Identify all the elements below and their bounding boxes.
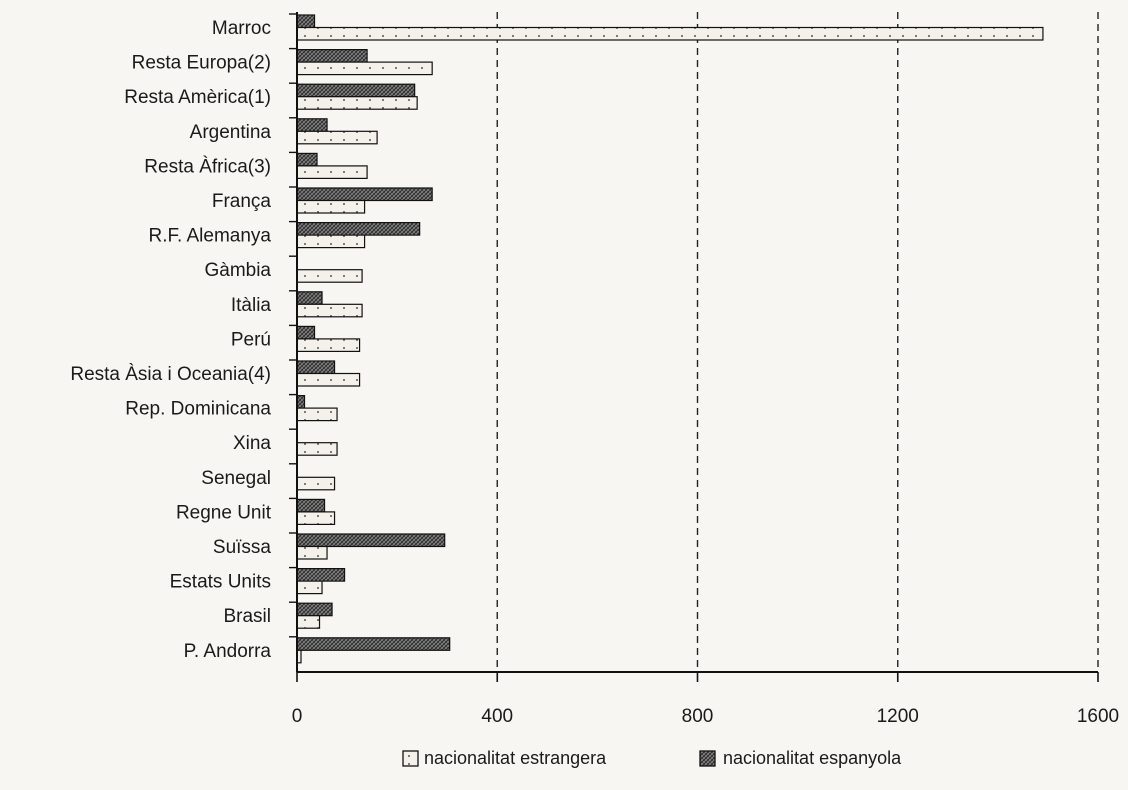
- category-label: R.F. Alemanya: [149, 226, 272, 247]
- bar-estrangera-9: [296, 338, 361, 352]
- x-tick-labels: 0 400 800 1200 1600: [292, 706, 1119, 727]
- bar-estrangera-8: [296, 303, 363, 318]
- bar-espanyola-18: [296, 637, 451, 651]
- legend-label-estrangera: nacionalitat estrangera: [424, 748, 607, 768]
- category-label: Resta Àsia i Oceania(4): [70, 364, 271, 385]
- category-label: Xina: [233, 433, 271, 454]
- category-label: Brasil: [223, 606, 271, 627]
- bar-espanyola-14: [296, 498, 326, 513]
- category-label: Marroc: [212, 18, 271, 39]
- bar-espanyola-9: [296, 325, 316, 340]
- bar-estrangera-11: [296, 407, 338, 422]
- legend-swatch-estrangera: [402, 750, 419, 767]
- bar-estrangera-17: [296, 615, 321, 629]
- x-tick-label: 0: [292, 706, 303, 727]
- category-label: França: [212, 191, 272, 212]
- bar-estrangera-0: [296, 26, 1044, 41]
- legend: nacionalitat estrangera nacionalitat espa…: [402, 748, 902, 768]
- x-tick-label: 1200: [877, 706, 919, 727]
- bar-espanyola-15: [296, 533, 446, 548]
- x-tick-label: 1600: [1077, 706, 1119, 727]
- category-label: Argentina: [190, 122, 272, 143]
- bars: [296, 14, 1044, 664]
- bar-estrangera-12: [296, 442, 338, 456]
- category-labels: Marroc Resta Europa(2) Resta Amèrica(1) Arg…: [70, 18, 271, 662]
- bar-espanyola-2: [296, 83, 416, 98]
- bar-estrangera-3: [296, 130, 378, 145]
- category-label: Rep. Dominicana: [125, 399, 271, 420]
- bar-espanyola-5: [296, 187, 433, 202]
- category-label: Resta Àfrica(3): [144, 156, 271, 177]
- bar-espanyola-6: [296, 222, 421, 236]
- bar-espanyola-8: [296, 291, 323, 305]
- category-label: Resta Europa(2): [132, 53, 271, 74]
- legend-label-espanyola: nacionalitat espanyola: [723, 748, 902, 768]
- bar-espanyola-4: [296, 152, 318, 167]
- category-label: Itàlia: [231, 295, 272, 316]
- bar-estrangera-13: [296, 476, 336, 491]
- bar-estrangera-4: [296, 165, 368, 179]
- bar-espanyola-17: [296, 602, 333, 617]
- legend-swatch-espanyola: [699, 750, 716, 767]
- axes: [289, 12, 1099, 682]
- bar-espanyola-3: [296, 118, 328, 132]
- grid-lines: [496, 12, 1099, 672]
- bar-estrangera-2: [296, 96, 418, 110]
- category-label: P. Andorra: [184, 641, 272, 662]
- bar-estrangera-14: [296, 511, 336, 525]
- bar-estrangera-7: [296, 269, 363, 283]
- bar-espanyola-1: [296, 48, 368, 63]
- category-label: Estats Units: [170, 572, 271, 593]
- category-label: Suïssa: [213, 537, 272, 558]
- x-tick-label: 400: [481, 706, 513, 727]
- category-label: Gàmbia: [204, 260, 271, 281]
- category-label: Senegal: [201, 468, 271, 489]
- category-label: Regne Unit: [176, 502, 272, 523]
- bar-espanyola-16: [296, 567, 346, 582]
- bar-espanyola-10: [296, 360, 336, 375]
- bar-estrangera-6: [296, 234, 366, 249]
- bar-estrangera-10: [296, 372, 361, 387]
- category-label: Perú: [231, 329, 271, 350]
- bar-estrangera-15: [296, 545, 328, 560]
- bar-estrangera-5: [296, 199, 366, 214]
- bar-estrangera-1: [296, 61, 433, 76]
- x-tick-label: 800: [682, 706, 714, 727]
- category-label: Resta Amèrica(1): [124, 87, 271, 108]
- bar-estrangera-16: [296, 580, 323, 595]
- bar-espanyola-0: [296, 14, 316, 29]
- bar-espanyola-11: [296, 395, 306, 409]
